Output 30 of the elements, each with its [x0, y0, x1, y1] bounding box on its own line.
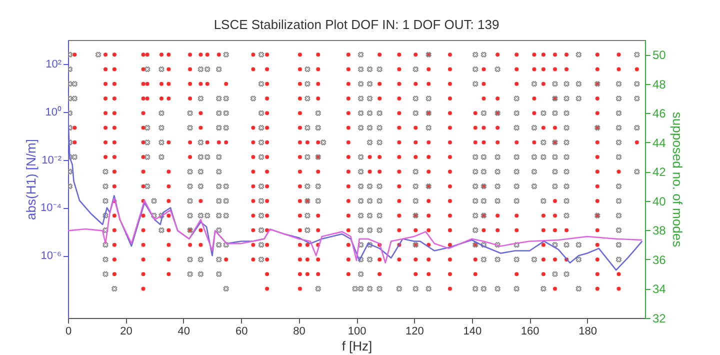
y2-tick-label: 38 [652, 224, 666, 238]
x-tick-label: 60 [235, 326, 248, 338]
x-tick-label: 180 [578, 326, 597, 338]
x-tick-label: 20 [120, 326, 132, 338]
y2-tick-label: 40 [652, 194, 666, 208]
y2-tick-label: 34 [652, 282, 666, 296]
y2-tick-label: 50 [652, 48, 666, 62]
x-tick-label: 80 [293, 326, 306, 338]
y-axis-title: abs(H1) [N/m] [24, 139, 39, 220]
x-tick-label: 140 [463, 326, 482, 338]
x-tick-label: 40 [178, 326, 190, 338]
y-tick-label: 10⁻⁶ [40, 250, 62, 262]
y2-axis-title: supposed no. of modes [670, 112, 685, 248]
x-tick-label: 100 [348, 326, 366, 338]
y2-tick-label: 44 [652, 136, 666, 150]
y-tick-label: 10⁻² [42, 154, 62, 166]
y-tick-label: 10⁰ [45, 105, 62, 118]
chart-title: LSCE Stabilization Plot DOF IN: 1 DOF OUT: 139 [214, 17, 500, 32]
line-series [68, 198, 643, 264]
y2-tick-label: 48 [652, 77, 666, 92]
x-tick-label: 160 [520, 326, 540, 338]
y2-tick-label: 36 [652, 252, 666, 267]
y-tick-label: 10² [46, 58, 62, 70]
y2-tick-label: 46 [652, 106, 666, 121]
y2-tick-label: 32 [652, 312, 666, 326]
x-tick-label: 120 [406, 326, 424, 338]
x-tick-label: 0 [65, 326, 72, 338]
y-tick-label: 10⁻⁴ [40, 202, 62, 214]
y2-tick-label: 42 [652, 165, 666, 180]
x-axis-title: f [Hz] [342, 338, 372, 354]
